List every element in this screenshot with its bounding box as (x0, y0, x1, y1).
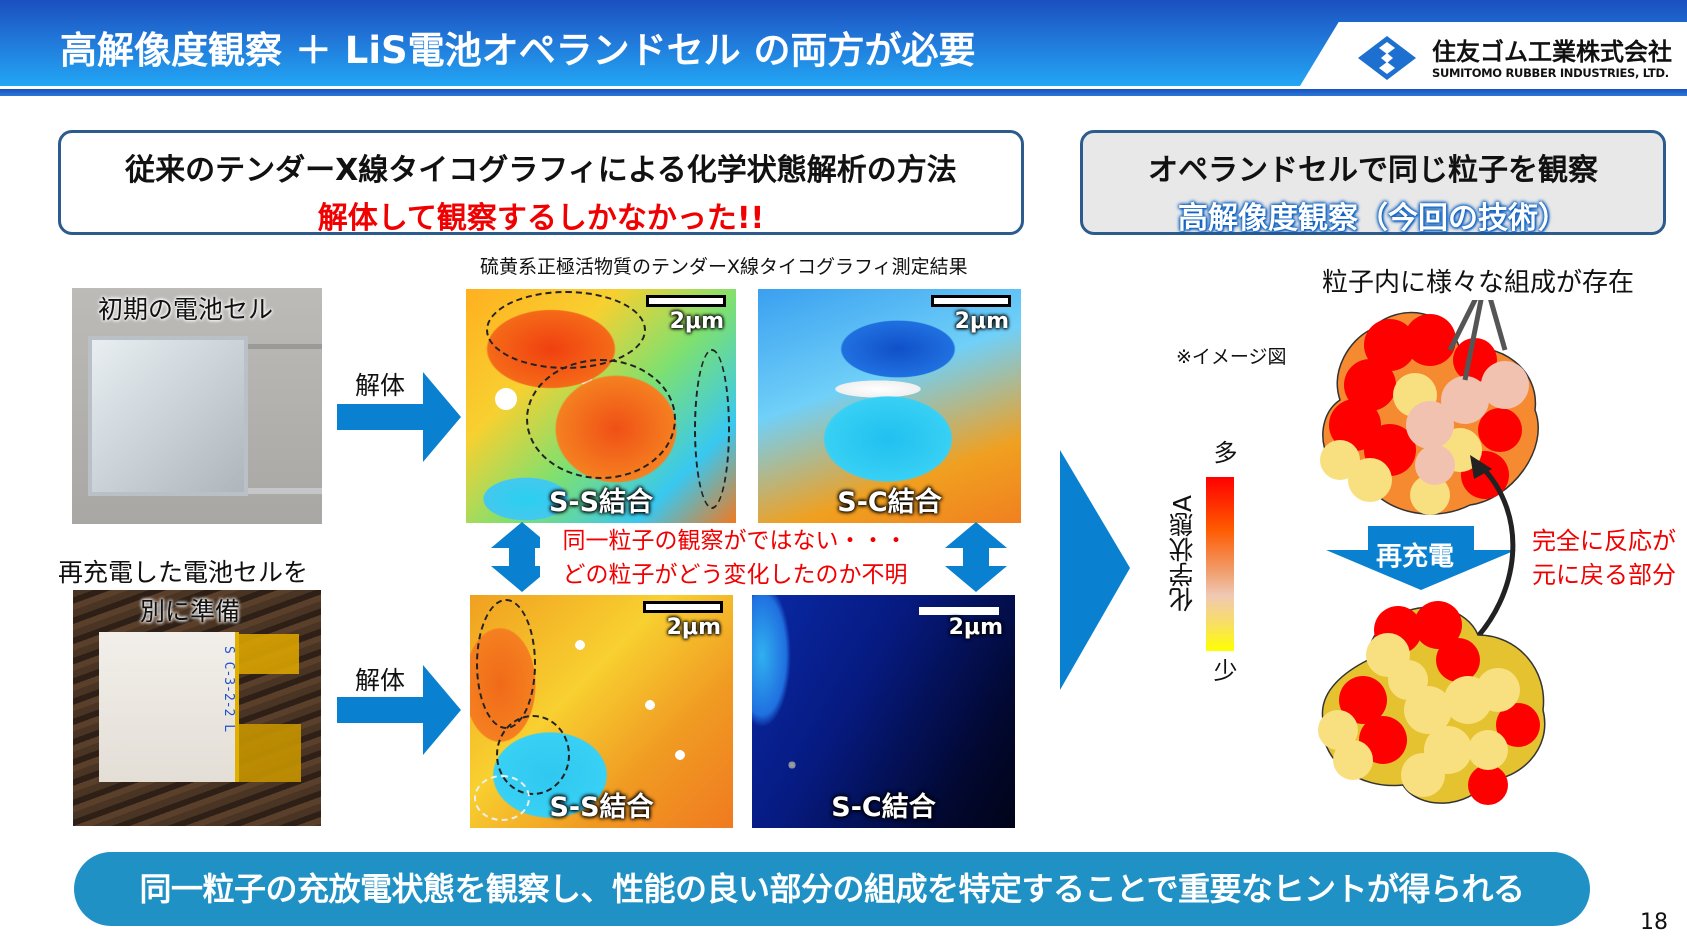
particle-composition-title: 粒子内に様々な組成が存在 (1322, 268, 1635, 298)
double-arrow-vertical-icon (945, 522, 1007, 592)
arrow-right-icon (337, 372, 461, 462)
cell-tab (248, 344, 322, 349)
particle-outline (474, 775, 530, 821)
colorbar-label: 化学状態A (1168, 495, 1197, 613)
handwritten-label: S C-3-2-2 L (221, 646, 236, 733)
initial-cell-photo (72, 288, 322, 524)
sc-bond-map-initial: 2μm S-C結合 (758, 289, 1021, 523)
colorbar (1206, 477, 1234, 651)
ss-bond-map-recharged: 2μm S-S結合 (470, 595, 733, 828)
recharged-cell-label-2: 別に準備 (140, 597, 241, 626)
slide-title: 高解像度観察 ＋ LiS電池オペランドセル の両方が必要 (60, 29, 976, 72)
map-label: S-C結合 (831, 792, 936, 823)
problem-note-line1: 同一粒子の観察がではない・・・ (562, 528, 908, 554)
map-label: S-C結合 (837, 487, 942, 518)
double-arrow-vertical-icon (491, 522, 553, 592)
particle-outline (526, 359, 676, 479)
scale-label: 2μm (948, 615, 1003, 640)
company-name-jp: 住友ゴム工業株式会社 (1432, 38, 1672, 66)
big-chevron-right-icon (1060, 450, 1130, 690)
conventional-method-limitation: 解体して観察するしかなかった!! (317, 201, 765, 236)
particle-outline (694, 349, 730, 509)
reversible-region-note: 完全に反応が 元に戻る部分 (1532, 524, 1676, 592)
problem-note-line2: どの粒子がどう変化したのか不明 (562, 562, 908, 588)
pouch-cell-body (99, 632, 239, 782)
particle-after-illustration (1318, 601, 1546, 805)
ss-bond-map-initial: 2μm S-S結合 (466, 289, 736, 523)
map-label: S-S結合 (548, 487, 654, 518)
conclusion-banner: 同一粒子の充放電状態を観察し、性能の良い部分の組成を特定することで重要なヒントが… (74, 852, 1590, 926)
disassemble-label: 解体 (355, 666, 406, 695)
header-rule (0, 89, 1687, 96)
problem-note: 同一粒子の観察がではない・・・ どの粒子がどう変化したのか不明 (540, 524, 930, 592)
conventional-method-title: 従来のテンダーX線タイコグラフィによる化学状態解析の方法 (125, 153, 957, 188)
scale-bar (931, 295, 1011, 307)
company-name-en: SUMITOMO RUBBER INDUSTRIES, LTD. (1432, 66, 1669, 80)
recharge-down-arrow-icon (1326, 526, 1516, 590)
scale-label: 2μm (954, 309, 1009, 334)
particle-outline (496, 715, 570, 795)
sumitomo-logo-icon (1358, 36, 1416, 80)
recharge-label: 再充電 (1376, 542, 1455, 572)
particle-before-illustration (1320, 300, 1539, 515)
scale-bar (643, 601, 723, 613)
particle-outline (476, 599, 536, 729)
map-label: S-S結合 (549, 792, 654, 823)
cell-tab (248, 488, 322, 494)
colorbar-max-label: 多 (1209, 440, 1237, 464)
recharged-cell-photo: S C-3-2-2 L (73, 590, 321, 826)
maps-caption: 硫黄系正極活物質のテンダーX線タイコグラフィ測定結果 (480, 256, 968, 278)
recharged-cell-label-1: 再充電した電池セルを (58, 558, 309, 587)
initial-cell-label: 初期の電池セル (98, 295, 274, 324)
reversible-note-line1: 完全に反応が (1532, 527, 1676, 555)
page-number: 18 (1640, 910, 1668, 935)
operando-method-title: オペランドセルで同じ粒子を観察 (1148, 153, 1598, 188)
operando-method-box: オペランドセルで同じ粒子を観察 高解像度観察（今回の技術） (1080, 130, 1666, 236)
colorbar-min-label: 少 (1209, 658, 1237, 682)
arrow-right-icon (337, 665, 461, 755)
illustration-note: ※イメージ図 (1176, 346, 1287, 368)
scale-bar (919, 607, 999, 615)
pouch-cell-body (88, 336, 248, 496)
reversible-note-line2: 元に戻る部分 (1532, 561, 1676, 589)
scale-label: 2μm (666, 615, 721, 640)
sc-bond-map-recharged: 2μm S-C結合 (752, 595, 1015, 828)
particle-outline (486, 291, 646, 369)
disassemble-label: 解体 (355, 371, 406, 400)
kapton-tape (239, 724, 301, 782)
kapton-tape (239, 634, 299, 674)
scale-label: 2μm (669, 309, 724, 334)
conventional-method-box: 従来のテンダーX線タイコグラフィによる化学状態解析の方法 解体して観察するしかな… (58, 130, 1024, 236)
operando-method-highlight: 高解像度観察（今回の技術） (1178, 201, 1568, 236)
scale-bar (646, 295, 726, 307)
